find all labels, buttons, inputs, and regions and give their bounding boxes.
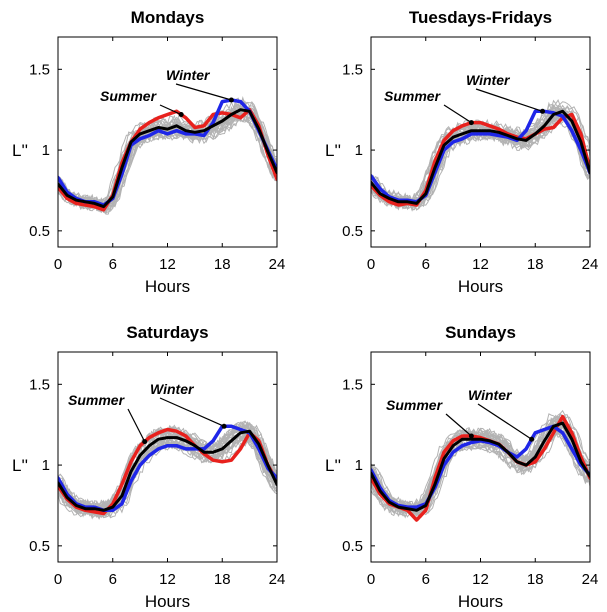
x-axis-label: Hours: [145, 592, 190, 611]
panel-title: Sundays: [445, 323, 516, 342]
x-tick-label: 6: [109, 256, 117, 273]
mean-line: [58, 429, 277, 512]
series-group: [371, 414, 590, 522]
annotation-point: [178, 112, 184, 118]
mean-line: [371, 421, 590, 512]
annotation-point: [468, 120, 474, 126]
series-group: [58, 424, 277, 516]
plot-area: [371, 37, 590, 247]
x-tick-label: 0: [367, 571, 375, 588]
x-tick-label: 6: [422, 256, 430, 273]
x-tick-label: 12: [159, 571, 176, 588]
summer-annotation: Summer: [386, 397, 444, 413]
summer-annotation: Summer: [68, 392, 126, 408]
x-axis-label: Hours: [458, 277, 503, 296]
summer-annotation: Summer: [384, 88, 442, 104]
x-tick-label: 12: [159, 256, 176, 273]
summer-annotation: Summer: [100, 88, 158, 104]
summer-line: [58, 427, 277, 516]
plot-area: [58, 37, 277, 247]
annotation-point: [142, 439, 148, 445]
x-tick-label: 24: [582, 571, 599, 588]
panel-3: 0 6 12 18 24 0.5 1 1.5 Saturdays Hours L'' Summer Wi…: [12, 323, 285, 611]
y-axis-label: L'': [325, 456, 341, 475]
y-tick-label: 1: [355, 457, 363, 474]
panel-2: 0 6 12 18 24 0.5 1 1.5 Tuesdays-Fridays Hours L'' S…: [325, 8, 598, 296]
y-tick-label: 1.5: [342, 61, 363, 78]
panel-1: 0 6 12 18 24 0.5 1 1.5 Mondays Hours L'' Summer Wint…: [12, 8, 285, 296]
annotation-leader-line: [159, 104, 182, 116]
y-tick-label: 1.5: [29, 61, 50, 78]
y-tick-label: 0.5: [29, 538, 50, 555]
winter-annotation: Winter: [466, 72, 511, 88]
y-tick-label: 1: [355, 142, 363, 159]
x-tick-label: 0: [367, 256, 375, 273]
panel-title: Tuesdays-Fridays: [409, 8, 552, 27]
annotation-leader-line: [175, 83, 232, 101]
y-tick-label: 0.5: [29, 223, 50, 240]
x-tick-label: 0: [54, 571, 62, 588]
summer-line: [58, 107, 277, 212]
plot-area: [58, 352, 277, 562]
annotation-leader-line: [127, 408, 146, 442]
annotation-point: [221, 423, 227, 429]
winter-line: [58, 424, 277, 513]
x-tick-label: 18: [214, 256, 231, 273]
winter-line: [58, 98, 277, 207]
y-axis-label: L'': [325, 141, 341, 160]
y-tick-label: 1.5: [342, 376, 363, 393]
summer-line: [371, 112, 590, 207]
annotation-leader-line: [477, 403, 532, 440]
panel-title: Mondays: [131, 8, 205, 27]
mean-line: [371, 109, 590, 205]
x-tick-label: 12: [472, 256, 489, 273]
y-tick-label: 1.5: [29, 376, 50, 393]
plot-area: [371, 352, 590, 562]
x-tick-label: 6: [109, 571, 117, 588]
y-axis-label: L'': [12, 456, 28, 475]
annotation-point: [540, 108, 546, 114]
winter-annotation: Winter: [150, 381, 195, 397]
mean-line: [58, 108, 277, 209]
x-axis-label: Hours: [145, 277, 190, 296]
annotation-point: [529, 436, 535, 442]
series-group: [58, 98, 277, 212]
annotation-leader-line: [443, 104, 472, 124]
summer-line: [371, 414, 590, 522]
y-tick-label: 1: [42, 457, 50, 474]
x-tick-label: 6: [422, 571, 430, 588]
annotation-leader-line: [159, 397, 225, 427]
x-axis-label: Hours: [458, 592, 503, 611]
x-tick-label: 18: [527, 256, 544, 273]
annotation-leader-line: [445, 413, 472, 437]
panel-4: 0 6 12 18 24 0.5 1 1.5 Sundays Hours L'' Summer Wint…: [325, 323, 598, 611]
y-tick-label: 0.5: [342, 223, 363, 240]
x-tick-label: 12: [472, 571, 489, 588]
x-tick-label: 24: [269, 571, 286, 588]
annotation-leader-line: [475, 88, 543, 112]
y-tick-label: 0.5: [342, 538, 363, 555]
x-tick-label: 24: [582, 256, 599, 273]
x-tick-label: 18: [527, 571, 544, 588]
y-axis-label: L'': [12, 141, 28, 160]
series-group: [371, 109, 590, 207]
winter-annotation: Winter: [166, 67, 211, 83]
winter-line: [371, 109, 590, 204]
x-tick-label: 24: [269, 256, 286, 273]
x-tick-label: 0: [54, 256, 62, 273]
sample-curve: [58, 437, 277, 519]
winter-annotation: Winter: [468, 387, 513, 403]
panel-title: Saturdays: [126, 323, 208, 342]
annotation-point: [468, 433, 474, 439]
y-tick-label: 1: [42, 142, 50, 159]
annotation-point: [228, 97, 234, 103]
x-tick-label: 18: [214, 571, 231, 588]
